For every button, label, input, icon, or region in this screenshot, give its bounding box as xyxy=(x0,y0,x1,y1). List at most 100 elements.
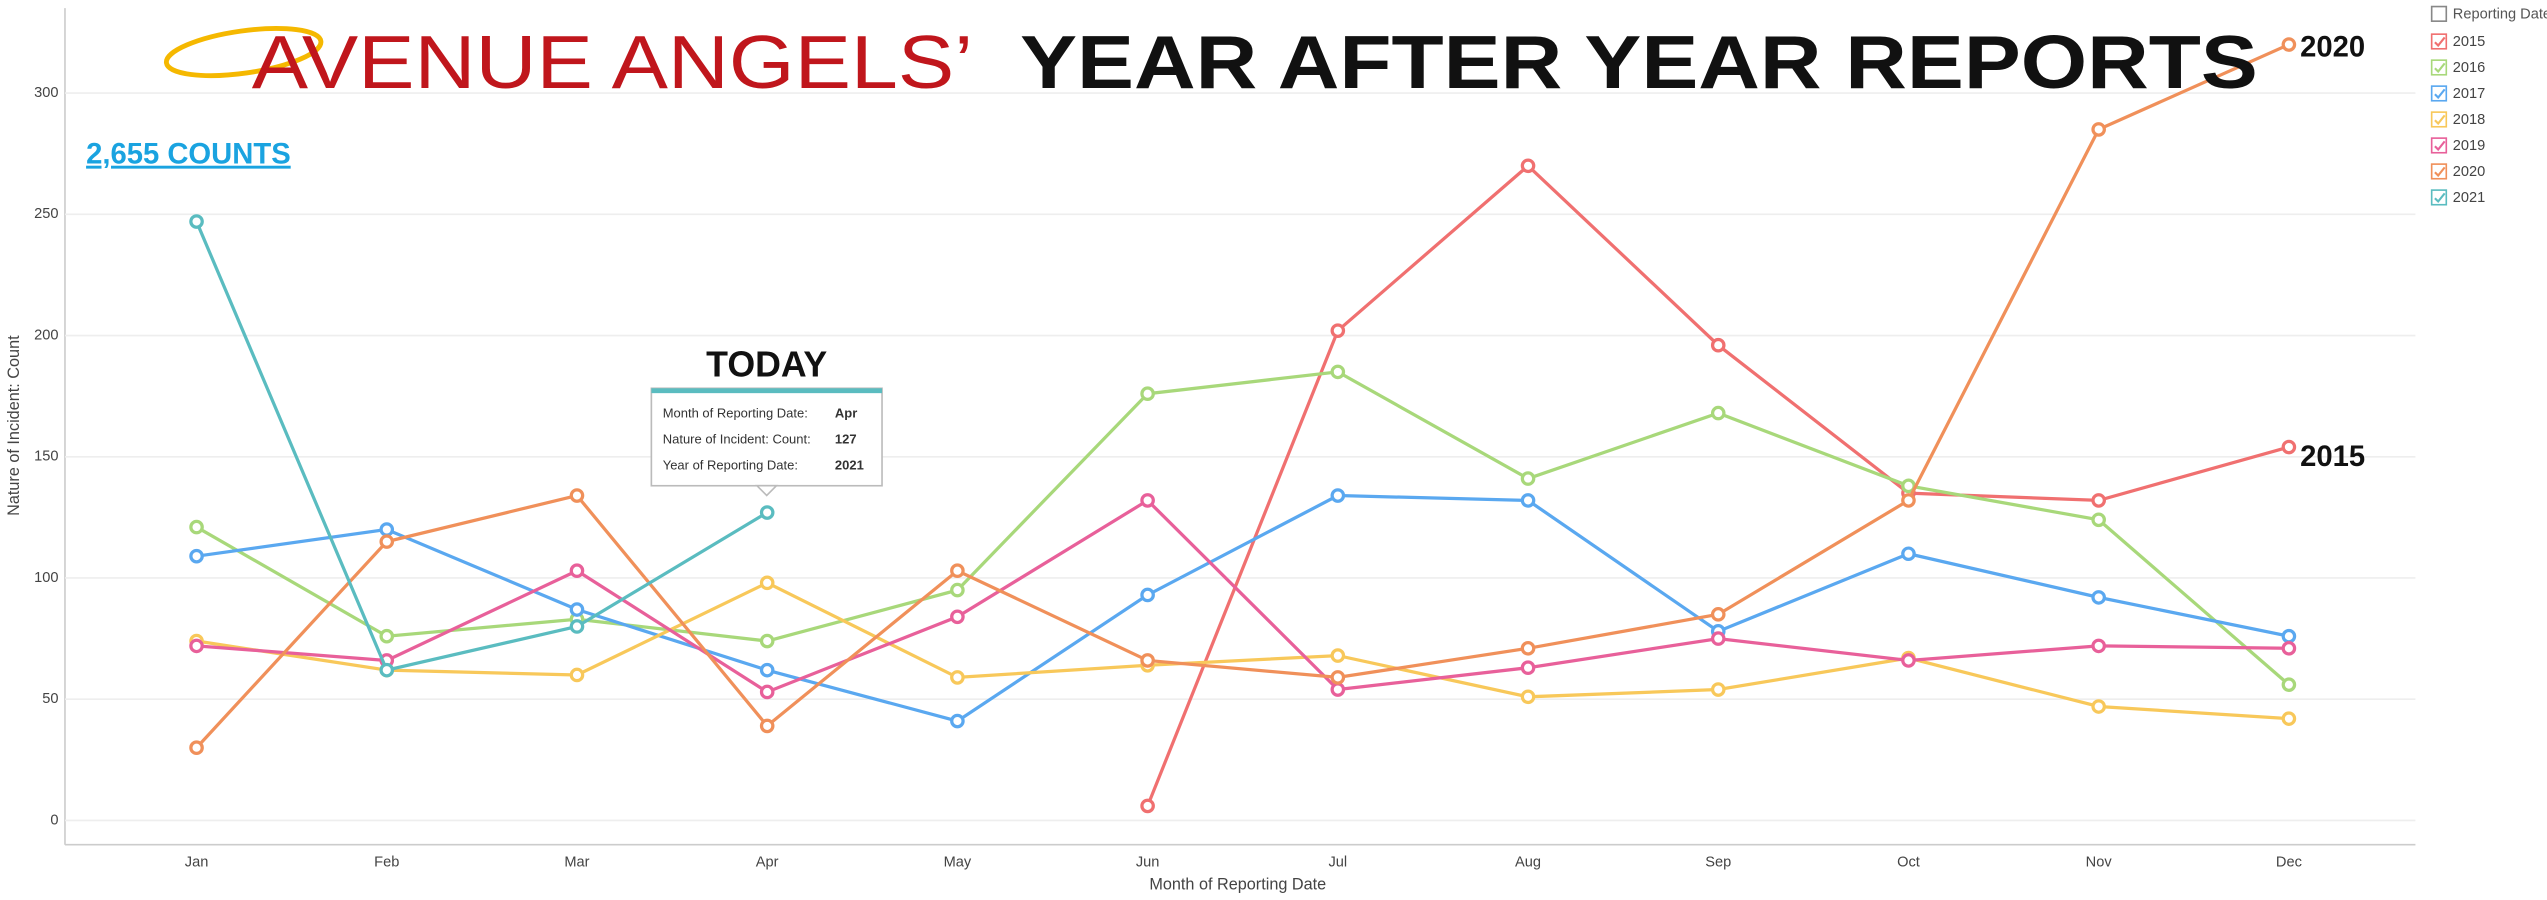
title-part2: YEAR AFTER YEAR REPORTS xyxy=(1020,20,2258,104)
data-point xyxy=(2091,512,2106,528)
y-axis-label: Nature of Incident: Count xyxy=(5,335,23,516)
data-point xyxy=(1710,682,1726,697)
data-point xyxy=(379,662,395,678)
tooltip-value: 2021 xyxy=(835,458,864,473)
data-point xyxy=(2281,677,2297,692)
legend-checkbox[interactable] xyxy=(2430,85,2448,102)
data-point xyxy=(2281,628,2297,644)
series-line xyxy=(196,581,2289,721)
tooltip-label: Nature of Incident: Count: xyxy=(663,432,811,447)
y-tick-label: 250 xyxy=(34,206,58,222)
legend-label: 2018 xyxy=(2453,112,2486,128)
legend-label: 2021 xyxy=(2453,190,2486,206)
data-point xyxy=(189,740,204,756)
data-point xyxy=(1140,493,1155,508)
legend-label: 2017 xyxy=(2453,86,2486,102)
data-point xyxy=(759,718,775,734)
x-tick-label: Feb xyxy=(374,854,399,870)
data-point xyxy=(1330,488,1346,503)
data-point xyxy=(569,667,585,683)
legend-checkbox[interactable] xyxy=(2430,163,2448,180)
legend-checkbox[interactable] xyxy=(2430,111,2448,128)
series-line xyxy=(195,370,2290,686)
data-point xyxy=(2281,37,2297,52)
data-point xyxy=(189,519,204,535)
legend-check xyxy=(2434,166,2446,178)
data-point xyxy=(569,488,585,503)
data-point xyxy=(1330,323,1346,338)
halo xyxy=(163,26,324,79)
legend-check xyxy=(2434,88,2446,100)
x-axis-label: Month of Reporting Date xyxy=(1149,876,1326,894)
y-tick-label: 100 xyxy=(34,570,58,586)
legend-check xyxy=(2434,62,2446,74)
x-tick-label: Aug xyxy=(1515,854,1541,870)
data-point xyxy=(1520,471,1536,486)
legend-title: Reporting Date xyxy=(2453,7,2547,23)
data-point xyxy=(759,505,775,520)
series-line xyxy=(195,43,2290,749)
data-point xyxy=(1520,660,1536,676)
y-tick-label: 0 xyxy=(50,812,58,828)
data-point xyxy=(1140,798,1155,814)
data-point xyxy=(950,582,965,598)
series-line xyxy=(196,493,2290,723)
tooltip: Month of Reporting Date: Apr Nature of I… xyxy=(650,387,883,497)
tooltip-value: 127 xyxy=(835,432,857,447)
data-point xyxy=(1140,587,1155,603)
data-point xyxy=(2091,590,2106,605)
x-tick-label: Jun xyxy=(1136,854,1160,870)
legend-header-checkbox[interactable] xyxy=(2430,5,2448,22)
tooltip-accent xyxy=(651,388,883,394)
data-point xyxy=(1330,670,1346,685)
x-tick-label: Jan xyxy=(185,854,209,870)
data-point xyxy=(1710,631,1726,646)
data-point xyxy=(379,628,395,644)
summary-link[interactable]: 2,655 COUNTS xyxy=(86,139,291,171)
y-tick-label: 200 xyxy=(34,327,58,343)
legend-checkbox[interactable] xyxy=(2430,33,2448,50)
legend-check xyxy=(2434,192,2446,204)
x-tick-label: Sep xyxy=(1705,854,1731,870)
data-point xyxy=(1330,364,1346,380)
data-point xyxy=(1710,405,1726,421)
data-point xyxy=(2091,493,2106,508)
x-tick-label: Mar xyxy=(564,854,589,870)
data-point xyxy=(1140,386,1155,402)
legend-checkbox[interactable] xyxy=(2430,59,2448,76)
data-point xyxy=(1901,653,1916,668)
data-point xyxy=(2091,699,2106,714)
data-point xyxy=(1520,689,1536,705)
legend-checkbox[interactable] xyxy=(2430,137,2448,154)
tooltip-label: Month of Reporting Date: xyxy=(663,406,808,421)
data-point xyxy=(759,575,775,591)
tooltip-pointer xyxy=(754,484,779,497)
legend-checkbox[interactable] xyxy=(2430,189,2448,206)
today-annotation: TODAY xyxy=(706,345,827,385)
data-point xyxy=(1330,648,1346,663)
data-point xyxy=(189,214,204,229)
legend-check xyxy=(2434,114,2446,126)
tooltip-value: Apr xyxy=(835,406,857,421)
data-point xyxy=(1330,682,1346,697)
legend-check xyxy=(2434,140,2446,152)
data-point xyxy=(569,619,585,634)
legend-label: 2019 xyxy=(2453,138,2486,154)
legend-check xyxy=(2434,36,2446,48)
data-point xyxy=(1710,337,1726,353)
data-point xyxy=(379,522,395,537)
data-point xyxy=(1901,493,1916,508)
data-point xyxy=(1520,641,1536,656)
data-point xyxy=(569,602,585,617)
x-tick-label: Nov xyxy=(2086,854,2113,870)
data-point xyxy=(1520,493,1536,508)
data-point xyxy=(1140,653,1155,668)
x-tick-label: Dec xyxy=(2276,854,2302,870)
y-tick-label: 300 xyxy=(34,85,58,101)
data-point xyxy=(189,548,204,564)
y-tick-label: 150 xyxy=(34,449,58,465)
data-point xyxy=(2091,122,2106,137)
data-point xyxy=(950,609,965,625)
